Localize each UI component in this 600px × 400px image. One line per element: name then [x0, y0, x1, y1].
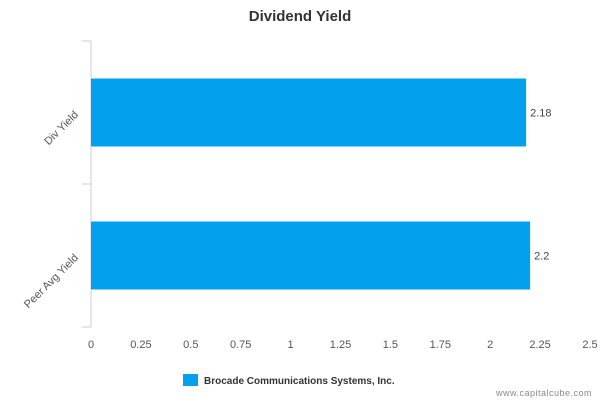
legend-label: Brocade Communications Systems, Inc.: [204, 376, 395, 387]
x-tick-label: 2: [487, 339, 493, 351]
bar-div-yield: [91, 78, 527, 147]
x-tick-label: 1.5: [383, 339, 398, 351]
x-tick-label: 0: [88, 339, 94, 351]
data-label-div-yield: 2.18: [530, 108, 551, 120]
x-axis-tick-labels: 0 0.25 0.5 0.75 1 1.25 1.5 1.75 2 2.25 2.5: [88, 339, 598, 351]
legend: Brocade Communications Systems, Inc.: [183, 374, 395, 387]
legend-swatch: [183, 374, 198, 386]
category-label-peer-avg-yield: Peer Avg Yield: [22, 252, 81, 311]
watermark: www.capitalcube.com: [495, 388, 592, 398]
chart-title: Dividend Yield: [249, 8, 352, 25]
bar-peer-avg-yield: [91, 221, 531, 290]
x-tick-label: 0.5: [183, 339, 198, 351]
x-tick-label: 1.75: [430, 339, 451, 351]
x-tick-label: 2.5: [582, 339, 597, 351]
category-labels: Div Yield Peer Avg Yield: [22, 109, 81, 311]
category-label-div-yield: Div Yield: [42, 109, 81, 148]
x-tick-label: 1: [288, 339, 294, 351]
y-axis: [82, 40, 92, 328]
data-label-peer-avg-yield: 2.2: [534, 251, 549, 263]
x-tick-label: 1.25: [330, 339, 351, 351]
x-tick-label: 2.25: [529, 339, 550, 351]
x-tick-label: 0.25: [130, 339, 151, 351]
bars: 2.18 2.2: [91, 78, 552, 290]
x-tick-label: 0.75: [230, 339, 251, 351]
